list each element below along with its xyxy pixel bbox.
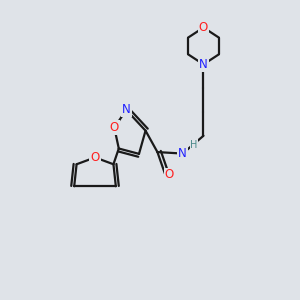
Text: O: O xyxy=(199,21,208,34)
Text: H: H xyxy=(190,140,198,150)
Text: O: O xyxy=(165,169,174,182)
Text: N: N xyxy=(199,58,208,71)
Text: N: N xyxy=(122,103,130,116)
Text: O: O xyxy=(90,151,100,164)
Text: O: O xyxy=(110,121,119,134)
Text: N: N xyxy=(178,147,187,160)
